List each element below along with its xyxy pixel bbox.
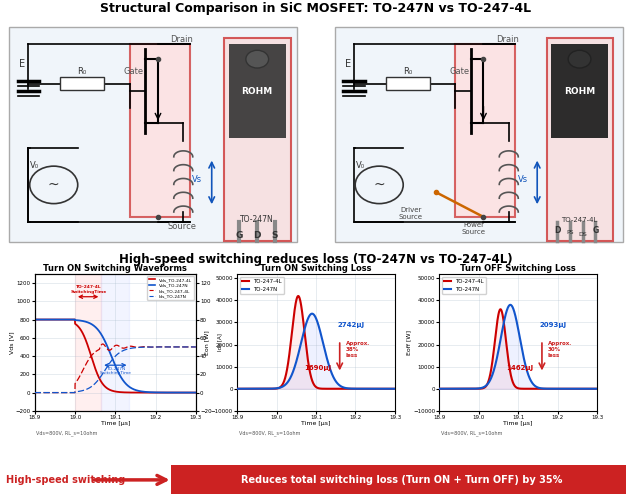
Bar <box>229 44 286 138</box>
Bar <box>60 77 104 90</box>
Text: PS: PS <box>566 230 574 235</box>
Text: Gate: Gate <box>449 67 470 76</box>
Text: R₀: R₀ <box>78 67 87 76</box>
X-axis label: Time [µs]: Time [µs] <box>100 421 130 426</box>
Text: 1462µJ: 1462µJ <box>506 365 533 371</box>
Text: 2742µJ: 2742µJ <box>337 322 365 328</box>
Bar <box>9 27 297 242</box>
Text: Vds=800V, RL_s=10ohm: Vds=800V, RL_s=10ohm <box>37 430 98 436</box>
Text: DS: DS <box>578 232 587 237</box>
Bar <box>171 465 626 494</box>
Text: E: E <box>344 59 351 69</box>
Text: TO-247N
SwitchingTime: TO-247N SwitchingTime <box>99 367 131 375</box>
X-axis label: Time [µs]: Time [µs] <box>504 421 533 426</box>
Text: Vs: Vs <box>518 175 528 184</box>
X-axis label: Time [µs]: Time [µs] <box>301 421 331 426</box>
Text: Approx.
30%
less: Approx. 30% less <box>548 341 572 358</box>
Circle shape <box>246 50 269 68</box>
Text: TO-247N: TO-247N <box>240 215 274 224</box>
Text: Drain: Drain <box>171 35 193 44</box>
Text: ~: ~ <box>374 178 385 192</box>
Text: Drain: Drain <box>496 35 519 44</box>
Text: D: D <box>554 226 561 235</box>
Text: High-speed switching: High-speed switching <box>6 475 126 485</box>
Title: Turn ON Switching Loss: Turn ON Switching Loss <box>260 264 372 273</box>
Bar <box>130 44 190 217</box>
Text: Vds=800V, RL_s=10ohm: Vds=800V, RL_s=10ohm <box>441 430 502 436</box>
Bar <box>551 44 608 138</box>
Text: Source: Source <box>167 222 197 231</box>
Bar <box>547 38 613 241</box>
Text: High-speed switching reduces loss (TO-247N vs TO-247-4L): High-speed switching reduces loss (TO-24… <box>119 253 513 266</box>
Text: Vds=800V, RL_s=10ohm: Vds=800V, RL_s=10ohm <box>239 430 300 436</box>
Y-axis label: Eon [W]: Eon [W] <box>204 330 209 355</box>
Title: Turn ON Switching Waveforms: Turn ON Switching Waveforms <box>44 264 187 273</box>
Y-axis label: Ids [A]: Ids [A] <box>217 334 222 351</box>
Text: V₀: V₀ <box>356 161 365 170</box>
Bar <box>386 77 430 90</box>
Circle shape <box>568 50 591 68</box>
Legend: Vds_TO-247-4L, Vds_TO-247N, Ids_TO-247-4L, Ids_TO-247N: Vds_TO-247-4L, Vds_TO-247N, Ids_TO-247-4… <box>147 276 193 300</box>
Text: G: G <box>592 226 599 235</box>
Text: D: D <box>253 231 261 240</box>
Bar <box>455 44 515 217</box>
Text: Power
Source: Power Source <box>462 222 486 235</box>
Text: ~: ~ <box>48 178 59 192</box>
Bar <box>224 38 291 241</box>
Text: G: G <box>235 231 243 240</box>
Text: ROHM: ROHM <box>241 87 273 96</box>
Text: 1690µJ: 1690µJ <box>304 365 331 371</box>
Text: E: E <box>19 59 25 69</box>
Title: Turn OFF Switching Loss: Turn OFF Switching Loss <box>460 264 576 273</box>
Text: Reduces total switching loss (Turn ON + Turn OFF) by 35%: Reduces total switching loss (Turn ON + … <box>241 475 562 485</box>
Text: Driver
Source: Driver Source <box>399 207 423 221</box>
Text: V₀: V₀ <box>30 161 39 170</box>
Y-axis label: Vds [V]: Vds [V] <box>9 331 14 354</box>
Text: 2093µJ: 2093µJ <box>540 322 567 328</box>
Legend: TO-247-4L, TO-247N: TO-247-4L, TO-247N <box>240 277 284 294</box>
Text: R₀: R₀ <box>403 67 412 76</box>
Text: TO-247-4L
SwitchingTime: TO-247-4L SwitchingTime <box>70 285 106 294</box>
Text: Approx.
38%
less: Approx. 38% less <box>346 341 370 358</box>
Text: ROHM: ROHM <box>564 87 595 96</box>
Bar <box>335 27 623 242</box>
Text: S: S <box>272 231 278 240</box>
Text: Structural Comparison in SiC MOSFET: TO-247N vs TO-247-4L: Structural Comparison in SiC MOSFET: TO-… <box>100 2 532 15</box>
Y-axis label: Eoff [W]: Eoff [W] <box>406 330 411 355</box>
Legend: TO-247-4L, TO-247N: TO-247-4L, TO-247N <box>442 277 486 294</box>
Text: Gate: Gate <box>124 67 144 76</box>
Text: TO-247-4L: TO-247-4L <box>561 217 598 223</box>
Text: Vs: Vs <box>192 175 202 184</box>
